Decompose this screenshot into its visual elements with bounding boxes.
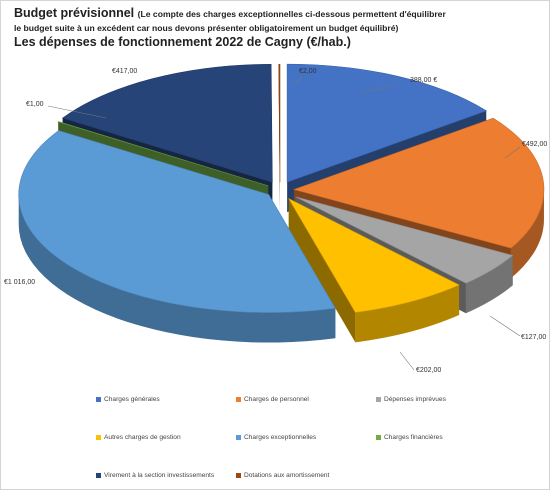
pie-slice-depenses-imprevues[interactable] [295, 196, 514, 284]
chart-title: Budget prévisionnel [14, 6, 135, 20]
legend-swatch [236, 435, 241, 440]
legend-label: Dépenses imprévues [384, 396, 446, 403]
pie-slice-autres-charges-de-gestion[interactable] [288, 197, 460, 313]
chart-subtitle: Les dépenses de fonctionnement 2022 de C… [14, 35, 351, 49]
legend-label: Charges financières [384, 434, 443, 441]
leader-line-charges-financieres [47, 105, 107, 119]
legend-label: Charges générales [104, 396, 160, 403]
data-label-charges-financieres: €1,00 [26, 101, 44, 108]
data-label-charges-de-personnel: €492,00 [522, 141, 547, 148]
chart-title-note-1: (Le compte des charges exceptionnelles c… [137, 9, 446, 19]
legend-swatch [96, 473, 101, 478]
pie-slice-side-autres-charges-de-gestion-end [288, 198, 356, 343]
legend-swatch [96, 397, 101, 402]
legend-swatch [96, 435, 101, 440]
pie-slice-wall-autres-charges-de-gestion [355, 285, 460, 343]
legend-swatch [236, 397, 241, 402]
legend-item-virement-a-la-section-investissements[interactable]: Virement à la section investissements [96, 472, 214, 479]
leader-line-depenses-imprevues [489, 315, 521, 337]
data-label-virement-a-la-section-investissements: €417,00 [112, 68, 137, 75]
data-label-autres-charges-de-gestion: €202,00 [416, 367, 441, 374]
pie-slice-wall-depenses-imprevues [465, 255, 513, 314]
title-block: Budget prévisionnel (Le compte des charg… [14, 6, 544, 50]
legend-label: Autres charges de gestion [104, 434, 181, 441]
legend-item-autres-charges-de-gestion[interactable]: Autres charges de gestion [96, 434, 181, 441]
pie-slice-charges-de-personnel[interactable] [292, 117, 545, 249]
legend-item-charges-financieres[interactable]: Charges financières [376, 434, 443, 441]
legend-item-depenses-imprevues[interactable]: Dépenses imprévues [376, 396, 446, 403]
legend-item-charges-de-personnel[interactable]: Charges de personnel [236, 396, 309, 403]
pie-slice-wall-charges-exceptionnelles [18, 194, 336, 343]
pie-slice-wall-charges-de-personnel [510, 189, 544, 279]
legend-swatch [236, 473, 241, 478]
legend-label: Charges de personnel [244, 396, 309, 403]
legend-label: Dotations aux amortissement [244, 472, 330, 479]
leader-line-dotations-aux-amortissement [294, 76, 303, 85]
pie-slice-virement-a-la-section-investissements[interactable] [61, 63, 273, 183]
legend-swatch [376, 397, 381, 402]
data-label-depenses-imprevues: €127,00 [521, 334, 546, 341]
legend-swatch [376, 435, 381, 440]
leader-line-charges-de-personnel [504, 146, 521, 159]
data-label-dotations-aux-amortissement: €2,00 [299, 68, 317, 75]
pie-slice-charges-generales[interactable] [286, 63, 487, 183]
legend-label: Charges exceptionnelles [244, 434, 317, 441]
legend-item-charges-generales[interactable]: Charges générales [96, 396, 160, 403]
pie-slice-charges-exceptionnelles[interactable] [18, 130, 336, 313]
pie-slice-charges-financieres[interactable] [57, 121, 269, 187]
chart-title-line: Budget prévisionnel (Le compte des charg… [14, 6, 544, 22]
leader-line-charges-generales [359, 84, 396, 94]
leader-line-autres-charges-de-gestion [399, 351, 415, 371]
legend-label: Virement à la section investissements [104, 472, 215, 479]
pie-slice-dotations-aux-amortissement[interactable] [278, 63, 281, 183]
data-label-charges-generales: 388,00 € [410, 77, 437, 84]
legend-item-dotations-aux-amortissement[interactable]: Dotations aux amortissement [236, 472, 329, 479]
data-label-charges-exceptionnelles: €1 016,00 [4, 279, 35, 286]
legend-item-charges-exceptionnelles[interactable]: Charges exceptionnelles [236, 434, 316, 441]
chart-title-note-2: le budget suite à un excédent car nous d… [14, 23, 399, 33]
